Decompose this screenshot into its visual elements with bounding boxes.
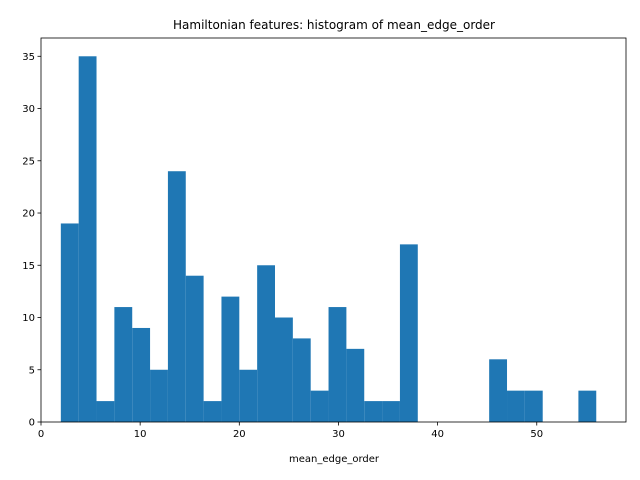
x-ticks: 0 10 20 30 40 50 [38, 422, 543, 440]
histogram-bar [524, 390, 543, 422]
histogram-bar [78, 56, 97, 423]
histogram-bar [578, 390, 597, 422]
histogram-bar [328, 307, 347, 422]
histogram-bar [364, 401, 383, 422]
histogram-bar [239, 369, 258, 422]
bars-group [60, 56, 597, 423]
y-tick-label: 5 [29, 365, 35, 376]
histogram-bar [292, 338, 311, 422]
x-tick-label: 50 [530, 429, 543, 440]
x-axis-label: mean_edge_order [289, 454, 380, 465]
histogram-bar [203, 401, 222, 422]
histogram-bar [257, 265, 275, 422]
histogram-bar [132, 327, 151, 422]
y-tick-label: 10 [22, 313, 35, 324]
y-tick-label: 25 [22, 156, 35, 167]
histogram-bar [275, 317, 293, 422]
histogram-bar [399, 244, 418, 422]
chart-title: Hamiltonian features: histogram of mean_… [173, 18, 495, 32]
plot-frame [40, 37, 627, 423]
histogram-bar [346, 348, 365, 422]
histogram-bar [60, 223, 79, 422]
x-tick-label: 30 [332, 429, 345, 440]
y-tick-label: 15 [22, 261, 35, 272]
histogram-bar [310, 390, 329, 422]
histogram-bar [507, 390, 525, 422]
histogram-bar [489, 359, 508, 422]
histogram-bar [150, 369, 168, 422]
x-tick-label: 20 [233, 429, 246, 440]
x-tick-label: 10 [134, 429, 147, 440]
y-tick-label: 20 [22, 209, 35, 220]
axes-group [40, 37, 627, 423]
x-tick-label: 40 [431, 429, 444, 440]
histogram-bar [167, 171, 186, 422]
y-tick-label: 35 [22, 52, 35, 63]
histogram-bar [114, 307, 133, 422]
histogram-bar [96, 401, 115, 422]
y-tick-label: 30 [22, 104, 35, 115]
y-tick-label: 0 [29, 418, 35, 429]
y-ticks: 0 5 10 15 20 25 30 35 [22, 52, 41, 429]
x-tick-label: 0 [38, 429, 44, 440]
histogram-bar [185, 275, 204, 422]
histogram-bar [382, 401, 400, 422]
histogram-bar [221, 296, 240, 422]
